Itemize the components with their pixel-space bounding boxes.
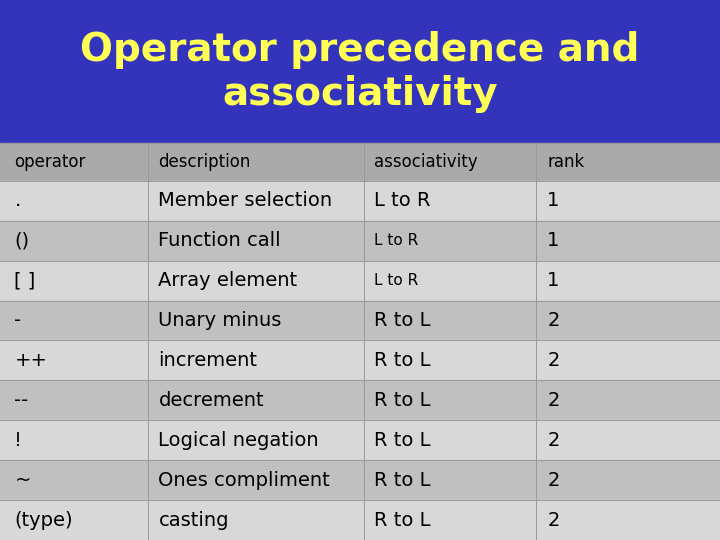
- Text: operator: operator: [14, 153, 86, 171]
- Text: 1: 1: [547, 231, 559, 250]
- Text: Ones compliment: Ones compliment: [158, 471, 330, 490]
- Text: R to L: R to L: [374, 391, 431, 410]
- Text: 1: 1: [547, 191, 559, 210]
- Text: Logical negation: Logical negation: [158, 431, 319, 450]
- Text: [ ]: [ ]: [14, 271, 36, 290]
- Text: 2: 2: [547, 351, 559, 370]
- Text: R to L: R to L: [374, 431, 431, 450]
- Bar: [0, 221, 720, 261]
- Text: Member selection: Member selection: [158, 191, 333, 210]
- Text: L to R: L to R: [374, 273, 418, 288]
- Text: associativity: associativity: [374, 153, 478, 171]
- Bar: [0, 380, 720, 420]
- Text: 2: 2: [547, 311, 559, 330]
- Bar: [0, 340, 720, 380]
- Text: (type): (type): [14, 510, 73, 530]
- Text: (): (): [14, 231, 30, 250]
- Text: 2: 2: [547, 510, 559, 530]
- Bar: [0, 143, 720, 181]
- Text: R to L: R to L: [374, 311, 431, 330]
- Text: Unary minus: Unary minus: [158, 311, 282, 330]
- Text: Function call: Function call: [158, 231, 281, 250]
- Text: casting: casting: [158, 510, 229, 530]
- Bar: [0, 500, 720, 540]
- Bar: [0, 181, 720, 221]
- Bar: [0, 143, 720, 540]
- Text: 1: 1: [547, 271, 559, 290]
- Bar: [0, 460, 720, 500]
- Text: L to R: L to R: [374, 191, 431, 210]
- Text: Operator precedence and
associativity: Operator precedence and associativity: [81, 31, 639, 112]
- Text: description: description: [158, 153, 251, 171]
- Text: R to L: R to L: [374, 510, 431, 530]
- Text: 2: 2: [547, 431, 559, 450]
- Text: R to L: R to L: [374, 471, 431, 490]
- Text: !: !: [14, 431, 22, 450]
- Text: --: --: [14, 391, 29, 410]
- Text: L to R: L to R: [374, 233, 418, 248]
- Text: increment: increment: [158, 351, 258, 370]
- Text: ~: ~: [14, 471, 31, 490]
- Bar: [0, 261, 720, 301]
- Bar: [0, 0, 720, 143]
- Text: 2: 2: [547, 471, 559, 490]
- Bar: [0, 420, 720, 460]
- Text: ++: ++: [14, 351, 48, 370]
- Text: 2: 2: [547, 391, 559, 410]
- Text: rank: rank: [547, 153, 585, 171]
- Text: -: -: [14, 311, 22, 330]
- Text: decrement: decrement: [158, 391, 264, 410]
- Text: R to L: R to L: [374, 351, 431, 370]
- Bar: [0, 301, 720, 340]
- Text: .: .: [14, 191, 21, 210]
- Text: Array element: Array element: [158, 271, 297, 290]
